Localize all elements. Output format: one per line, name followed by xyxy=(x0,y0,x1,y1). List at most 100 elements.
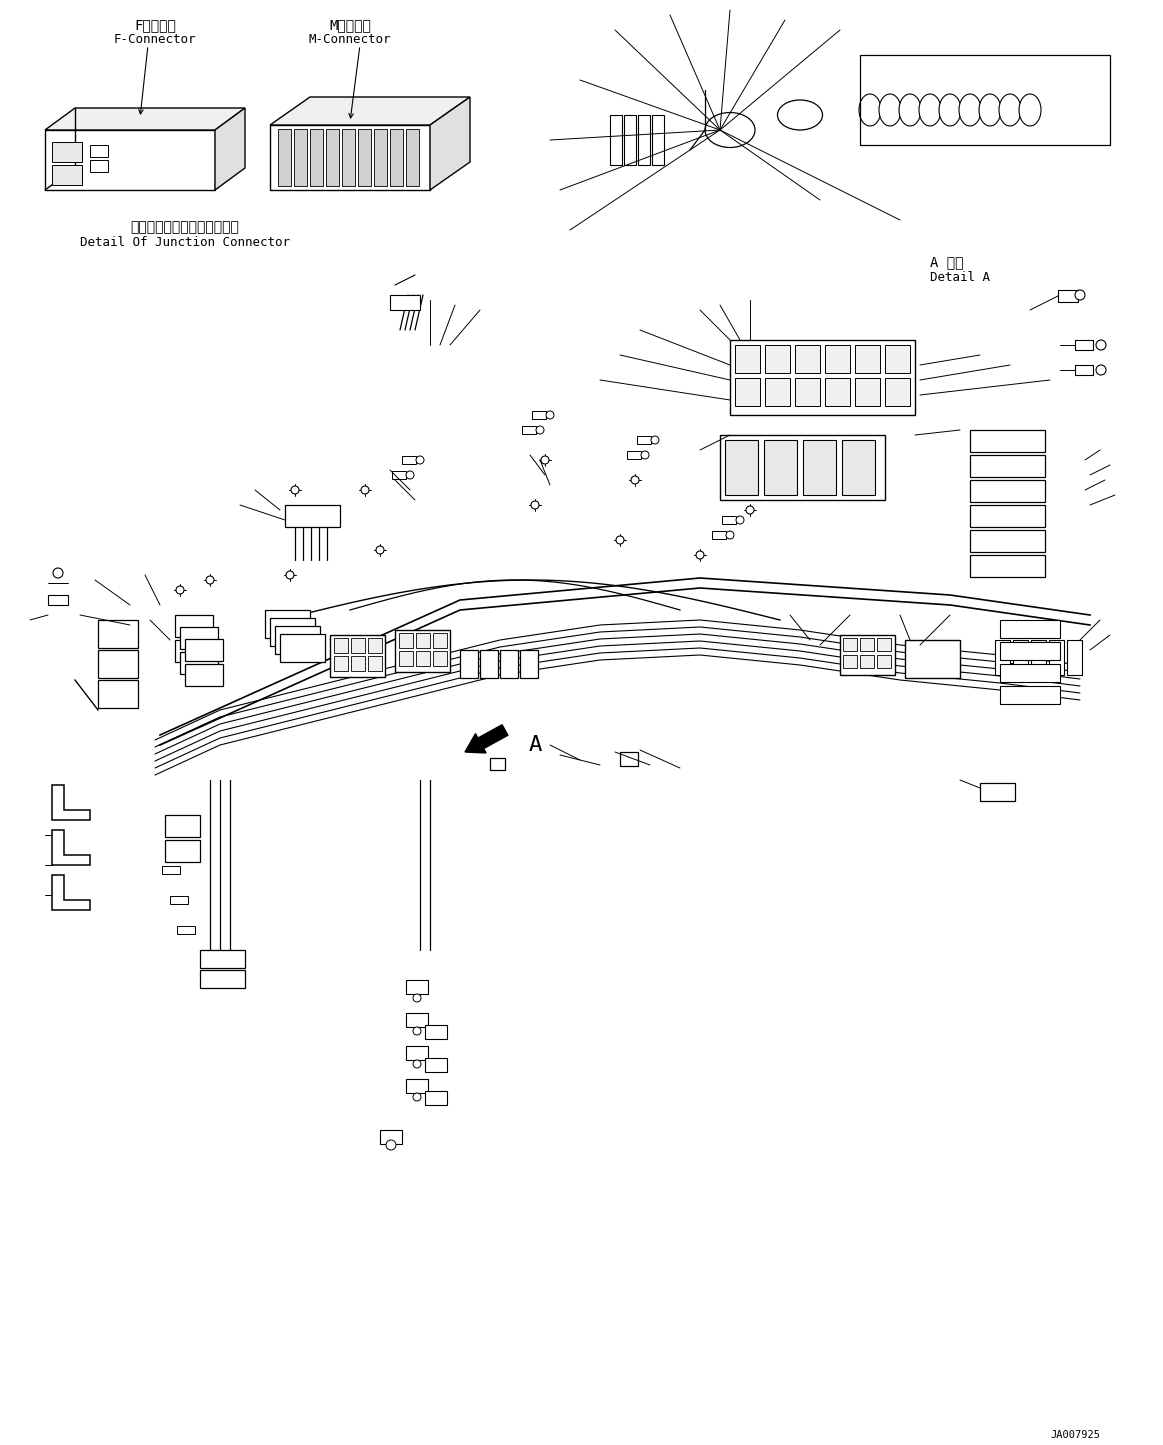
Circle shape xyxy=(53,568,63,578)
Polygon shape xyxy=(270,618,315,646)
Polygon shape xyxy=(162,866,180,874)
Polygon shape xyxy=(795,379,820,406)
Circle shape xyxy=(545,410,554,419)
Polygon shape xyxy=(795,345,820,373)
Polygon shape xyxy=(611,116,622,165)
Circle shape xyxy=(406,471,414,478)
Polygon shape xyxy=(351,656,365,670)
Polygon shape xyxy=(970,480,1046,501)
Polygon shape xyxy=(1075,340,1093,350)
Polygon shape xyxy=(522,426,536,434)
Circle shape xyxy=(413,1061,421,1068)
Polygon shape xyxy=(735,345,759,373)
Polygon shape xyxy=(399,652,413,666)
Polygon shape xyxy=(330,634,385,678)
Polygon shape xyxy=(174,640,213,662)
Polygon shape xyxy=(855,379,880,406)
Text: Detail A: Detail A xyxy=(930,272,990,285)
Text: M-Connector: M-Connector xyxy=(308,33,391,46)
Text: A 詳細: A 詳細 xyxy=(930,254,963,269)
Polygon shape xyxy=(859,639,875,652)
Polygon shape xyxy=(334,639,348,653)
Polygon shape xyxy=(165,815,200,837)
Polygon shape xyxy=(342,129,355,186)
Polygon shape xyxy=(380,1130,402,1144)
Polygon shape xyxy=(877,655,891,668)
Ellipse shape xyxy=(705,113,755,147)
Polygon shape xyxy=(720,435,885,500)
Circle shape xyxy=(291,486,299,494)
Polygon shape xyxy=(390,129,404,186)
Circle shape xyxy=(745,506,754,514)
Polygon shape xyxy=(843,639,857,652)
Polygon shape xyxy=(174,616,213,637)
Polygon shape xyxy=(1000,665,1059,682)
Polygon shape xyxy=(274,626,320,655)
Polygon shape xyxy=(406,129,419,186)
Polygon shape xyxy=(406,1046,428,1061)
Text: ジャンクションコネクタ詳細: ジャンクションコネクタ詳細 xyxy=(130,220,240,234)
Polygon shape xyxy=(180,627,217,649)
Polygon shape xyxy=(905,640,959,678)
Polygon shape xyxy=(430,97,470,189)
Polygon shape xyxy=(311,129,323,186)
Polygon shape xyxy=(280,634,324,662)
Polygon shape xyxy=(170,896,188,905)
Polygon shape xyxy=(200,970,245,988)
Polygon shape xyxy=(45,130,215,189)
Circle shape xyxy=(413,994,421,1001)
Polygon shape xyxy=(970,530,1046,552)
Polygon shape xyxy=(326,129,338,186)
Polygon shape xyxy=(185,639,223,660)
Text: A: A xyxy=(528,736,542,754)
Polygon shape xyxy=(424,1025,447,1039)
Polygon shape xyxy=(490,759,505,770)
Polygon shape xyxy=(825,345,850,373)
Polygon shape xyxy=(1013,640,1028,675)
Text: Fコネクタ: Fコネクタ xyxy=(134,17,176,32)
Polygon shape xyxy=(1075,366,1093,376)
Polygon shape xyxy=(351,639,365,653)
Polygon shape xyxy=(1000,686,1059,704)
Polygon shape xyxy=(358,129,371,186)
Circle shape xyxy=(1075,290,1085,301)
Circle shape xyxy=(286,571,294,579)
Circle shape xyxy=(536,426,544,434)
Polygon shape xyxy=(735,379,759,406)
Polygon shape xyxy=(270,126,430,189)
Ellipse shape xyxy=(1019,94,1041,126)
Polygon shape xyxy=(637,436,651,444)
Polygon shape xyxy=(52,165,83,185)
Polygon shape xyxy=(859,655,875,668)
Polygon shape xyxy=(416,652,430,666)
Polygon shape xyxy=(970,504,1046,527)
Polygon shape xyxy=(402,457,416,464)
Polygon shape xyxy=(180,652,217,673)
Polygon shape xyxy=(885,345,909,373)
Ellipse shape xyxy=(879,94,901,126)
Polygon shape xyxy=(885,379,909,406)
Polygon shape xyxy=(200,949,245,968)
Polygon shape xyxy=(480,650,498,678)
Circle shape xyxy=(632,475,638,484)
Circle shape xyxy=(361,486,369,494)
Polygon shape xyxy=(90,160,108,172)
Ellipse shape xyxy=(959,94,982,126)
Polygon shape xyxy=(270,97,470,126)
Polygon shape xyxy=(722,516,736,525)
Polygon shape xyxy=(712,530,726,539)
Polygon shape xyxy=(1049,640,1064,675)
Polygon shape xyxy=(52,142,83,162)
Polygon shape xyxy=(638,116,650,165)
Polygon shape xyxy=(970,431,1046,452)
Polygon shape xyxy=(98,620,138,647)
Polygon shape xyxy=(842,439,875,496)
Text: Mコネクタ: Mコネクタ xyxy=(329,17,371,32)
Polygon shape xyxy=(368,639,381,653)
Circle shape xyxy=(641,451,649,460)
Polygon shape xyxy=(185,665,223,686)
Polygon shape xyxy=(368,656,381,670)
Polygon shape xyxy=(855,345,880,373)
Polygon shape xyxy=(764,439,797,496)
Polygon shape xyxy=(980,783,1015,801)
